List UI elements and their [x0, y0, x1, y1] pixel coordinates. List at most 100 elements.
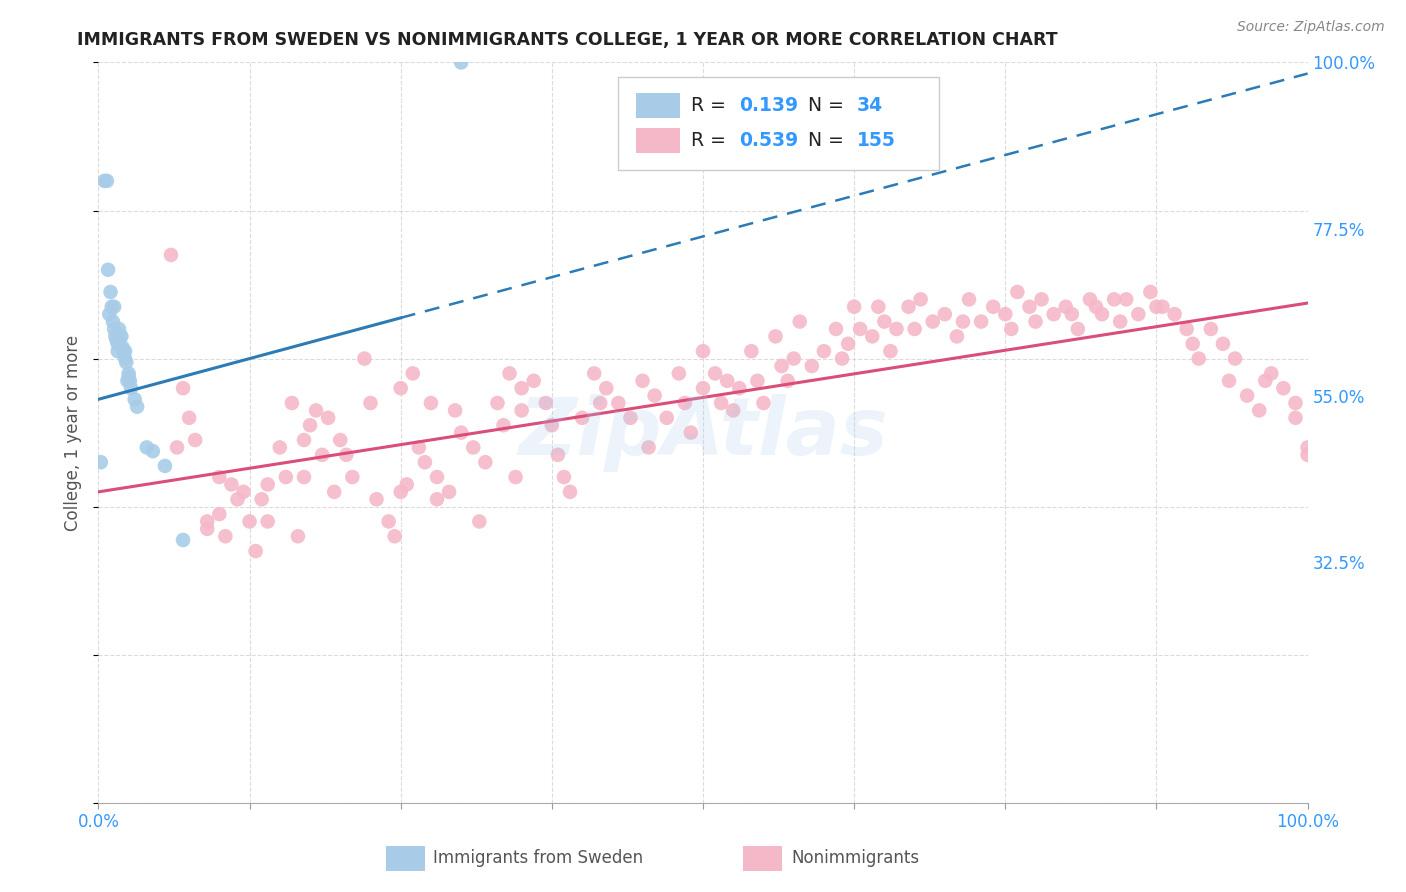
Point [389, 484, 412, 499]
Point [118, 374, 141, 388]
Point [1152, 300, 1174, 314]
Point [844, 300, 866, 314]
Text: ZipAtlas: ZipAtlas [517, 393, 889, 472]
Point [831, 351, 853, 366]
Point [232, 484, 254, 499]
Text: 0.539: 0.539 [740, 130, 799, 150]
Point [360, 396, 382, 410]
Point [789, 314, 811, 328]
Point [1212, 336, 1234, 351]
Point [239, 515, 262, 529]
Point [437, 484, 460, 499]
Point [558, 484, 581, 499]
Point [583, 367, 606, 381]
Point [256, 477, 278, 491]
Point [256, 515, 278, 529]
Point [692, 381, 714, 395]
Point [534, 396, 557, 410]
Point [619, 410, 641, 425]
Point [292, 470, 315, 484]
Point [135, 441, 157, 455]
Point [1109, 314, 1132, 328]
Point [1128, 307, 1150, 321]
Point [117, 374, 139, 388]
Point [107, 344, 129, 359]
Point [124, 392, 146, 407]
Point [800, 359, 823, 373]
Point [114, 344, 136, 359]
Point [782, 351, 804, 366]
Point [118, 367, 141, 381]
Point [981, 300, 1004, 314]
Point [510, 381, 533, 395]
Point [112, 344, 135, 359]
Text: N =: N = [808, 130, 851, 150]
Point [1060, 307, 1083, 321]
Point [897, 300, 920, 314]
Point [468, 515, 491, 529]
Point [120, 381, 142, 395]
Point [316, 410, 339, 425]
Point [463, 441, 485, 455]
Point [1139, 285, 1161, 299]
Point [637, 441, 659, 455]
Point [105, 333, 128, 347]
Point [492, 418, 515, 433]
Point [474, 455, 496, 469]
Point [886, 322, 908, 336]
Point [103, 322, 125, 336]
Point [505, 470, 527, 484]
Point [770, 359, 793, 373]
Point [728, 381, 751, 395]
Point [946, 329, 969, 343]
Point [353, 351, 375, 366]
Point [108, 329, 131, 343]
Text: 0.139: 0.139 [740, 95, 799, 115]
Point [413, 455, 436, 469]
Point [523, 374, 546, 388]
Point [274, 470, 297, 484]
Point [1085, 300, 1108, 314]
Point [1146, 300, 1168, 314]
Point [994, 307, 1017, 321]
Point [444, 403, 467, 417]
Point [1067, 322, 1090, 336]
FancyBboxPatch shape [637, 93, 681, 118]
Point [402, 367, 425, 381]
Point [287, 529, 309, 543]
Point [90, 455, 112, 469]
Point [607, 396, 630, 410]
Point [103, 300, 125, 314]
Point [879, 344, 901, 359]
Point [292, 433, 315, 447]
Point [644, 388, 666, 402]
Point [547, 448, 569, 462]
Point [450, 55, 472, 70]
Point [1223, 351, 1246, 366]
Point [214, 529, 236, 543]
Point [668, 367, 690, 381]
Point [540, 418, 562, 433]
Point [100, 300, 122, 314]
Point [860, 329, 883, 343]
Point [692, 344, 714, 359]
Point [389, 381, 412, 395]
Point [97, 262, 120, 277]
Point [1188, 351, 1211, 366]
FancyBboxPatch shape [619, 78, 939, 169]
Point [100, 285, 122, 299]
Point [395, 477, 418, 491]
Point [1007, 285, 1029, 299]
Point [1236, 388, 1258, 402]
Point [104, 329, 127, 343]
Point [1042, 307, 1064, 321]
Text: 34: 34 [856, 95, 883, 115]
Point [111, 341, 134, 355]
Point [93, 174, 115, 188]
Point [825, 322, 848, 336]
Point [765, 329, 787, 343]
Point [747, 374, 769, 388]
Point [571, 410, 593, 425]
Point [1175, 322, 1198, 336]
Point [366, 492, 388, 507]
